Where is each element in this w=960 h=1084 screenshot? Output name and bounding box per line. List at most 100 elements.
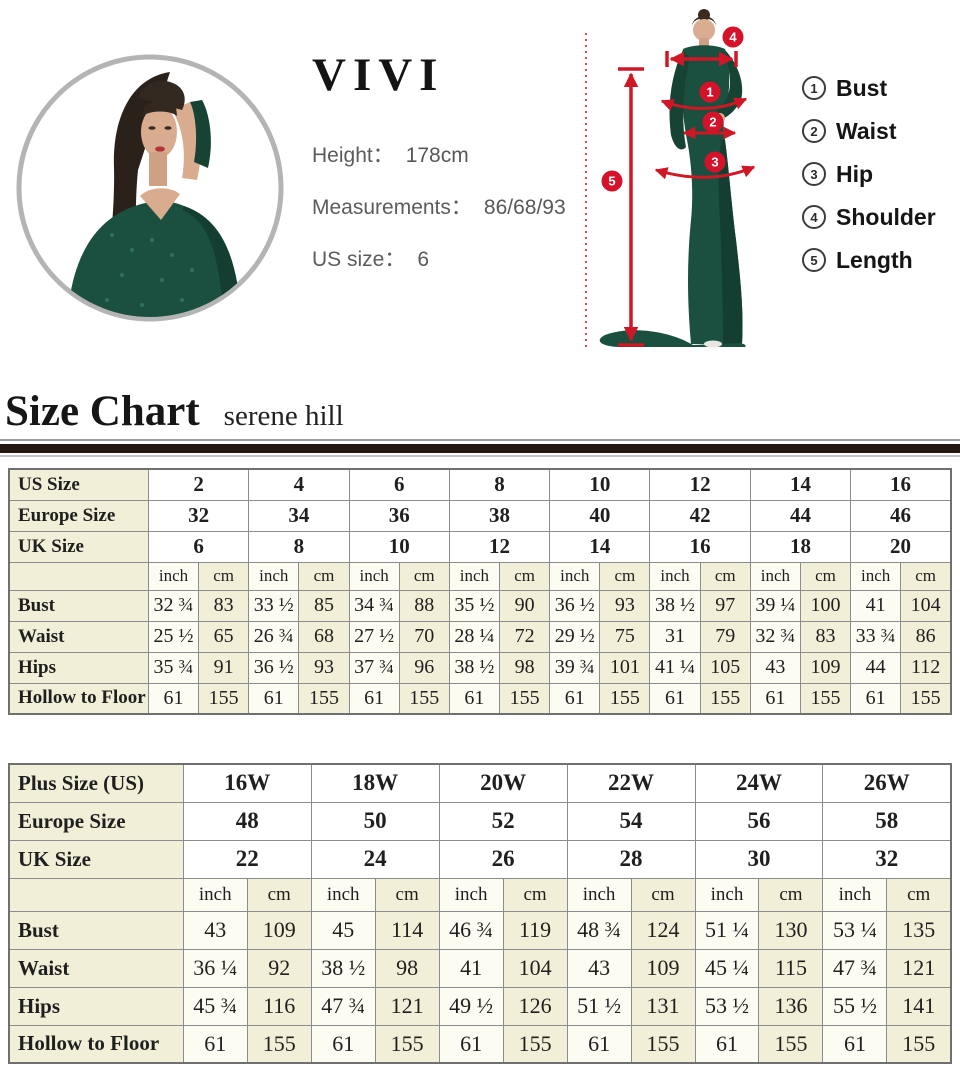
cm-value-cell: 83 — [799, 620, 852, 653]
unit-inch-cell: inch — [147, 561, 200, 591]
inch-value-cell: 49 ½ — [438, 986, 504, 1026]
model-info-section: VIVI Height： 178cm Measurements： 86/68/93 … — [0, 0, 960, 385]
inch-value-cell: 61 — [566, 1024, 632, 1064]
size-value-cell: 18 — [749, 530, 852, 563]
legend-number-circle: 1 — [802, 76, 826, 100]
cm-value-cell: 155 — [374, 1024, 440, 1064]
cm-value-cell: 135 — [886, 910, 952, 950]
inch-value-cell: 61 — [438, 1024, 504, 1064]
divider-line-bottom — [0, 455, 960, 457]
inch-value-cell: 47 ¾ — [310, 986, 376, 1026]
inch-value-cell: 53 ½ — [694, 986, 760, 1026]
cm-value-cell: 65 — [198, 620, 250, 653]
cm-value-cell: 155 — [699, 682, 751, 715]
row-label-cell: US Size — [8, 468, 149, 501]
cm-value-cell: 155 — [758, 1024, 824, 1064]
legend-number-circle: 3 — [802, 162, 826, 186]
inch-value-cell: 39 ¾ — [549, 651, 601, 684]
unit-inch-cell: inch — [649, 561, 701, 591]
size-value-cell: 36 — [348, 499, 450, 532]
size-value-cell: 48 — [182, 801, 312, 841]
waist-badge — [702, 111, 724, 133]
size-value-cell: 20 — [850, 530, 952, 563]
size-value-cell: 14 — [549, 530, 651, 563]
row-label-cell: Waist — [8, 620, 149, 653]
divider-gap — [0, 453, 960, 455]
measurements-row: Measurements： 86/68/93 — [312, 191, 566, 221]
unit-inch-cell: inch — [850, 561, 902, 591]
cm-value-cell: 101 — [599, 651, 651, 684]
inch-value-cell: 48 ¾ — [566, 910, 632, 950]
inch-value-cell: 43 — [182, 910, 248, 950]
model-photo — [12, 50, 288, 326]
cm-value-cell: 100 — [799, 589, 852, 622]
cm-value-cell: 86 — [900, 620, 952, 653]
inch-value-cell: 29 ½ — [549, 620, 601, 653]
cm-value-cell: 130 — [758, 910, 824, 950]
unit-cm-cell: cm — [599, 561, 651, 591]
table-row: Hollow to Floor 61 155 61 155 61 155 61 155 61 155… — [8, 682, 952, 715]
cm-value-cell: 126 — [502, 986, 568, 1026]
legend-number-circle: 5 — [802, 248, 826, 272]
unit-inch-cell: inch — [310, 877, 376, 912]
size-value-cell: 32 — [147, 499, 250, 532]
cm-value-cell: 70 — [398, 620, 450, 653]
size-chart-heading: Size Chart serene hill — [0, 390, 960, 433]
inch-value-cell: 36 ½ — [549, 589, 601, 622]
size-value-cell: 50 — [310, 801, 440, 841]
size-value-cell: 18W — [310, 763, 440, 803]
cm-value-cell: 121 — [886, 948, 952, 988]
size-value-cell: 16W — [182, 763, 312, 803]
size-value-cell: 22 — [182, 839, 312, 879]
us-size-label: US size： — [312, 248, 406, 271]
measurements-label: Measurements： — [312, 196, 472, 219]
inch-value-cell: 61 — [749, 682, 801, 715]
height-row: Height： 178cm — [312, 139, 562, 169]
plus-size-table: Plus Size (US) 16W 18W 20W 22W 24W 26W Europe S… — [8, 763, 952, 1064]
cm-value-cell: 155 — [502, 1024, 568, 1064]
inch-value-cell: 33 ½ — [248, 589, 300, 622]
size-value-cell: 8 — [248, 530, 350, 563]
inch-value-cell: 36 ½ — [248, 651, 300, 684]
cm-value-cell: 79 — [699, 620, 751, 653]
row-label-cell: UK Size — [8, 839, 184, 879]
inch-value-cell: 26 ¾ — [248, 620, 300, 653]
size-value-cell: 14 — [749, 468, 852, 501]
divider-bar-dark — [0, 444, 960, 453]
size-value-cell: 34 — [248, 499, 350, 532]
cm-value-cell: 155 — [398, 682, 450, 715]
row-label-cell: Bust — [8, 910, 184, 950]
cm-value-cell: 155 — [298, 682, 350, 715]
inch-value-cell: 32 ¾ — [749, 620, 801, 653]
cm-value-cell: 98 — [498, 651, 551, 684]
inch-value-cell: 46 ¾ — [438, 910, 504, 950]
legend-item-length: 5 Length — [802, 246, 958, 273]
size-value-cell: 44 — [749, 499, 852, 532]
size-value-cell: 56 — [694, 801, 824, 841]
measurement-diagram: 1 2 3 4 5 — [563, 0, 803, 380]
inch-value-cell: 28 ¼ — [448, 620, 501, 653]
inch-value-cell: 25 ½ — [147, 620, 200, 653]
measurement-annotations — [585, 33, 756, 350]
size-chart-title: Size Chart — [5, 388, 200, 435]
row-label-cell: Plus Size (US) — [8, 763, 184, 803]
legend-item-waist: 2 Waist — [802, 118, 958, 144]
row-label-cell: Hollow to Floor — [8, 682, 149, 715]
legend-label: Hip — [836, 160, 874, 187]
legend-number-circle: 2 — [802, 119, 826, 143]
measurement-badges: 1 2 3 4 5 — [601, 26, 744, 192]
legend-label: Length — [836, 246, 913, 273]
inch-value-cell: 31 — [649, 620, 701, 653]
cm-value-cell: 75 — [599, 620, 651, 653]
cm-value-cell: 104 — [502, 948, 568, 988]
inch-value-cell: 38 ½ — [649, 589, 701, 622]
inch-value-cell: 35 ¾ — [147, 651, 200, 684]
table-row: Hollow to Floor 61 155 61 155 61 155 61 155 61 155… — [8, 1024, 952, 1064]
size-value-cell: 52 — [438, 801, 568, 841]
row-label-cell: Hollow to Floor — [8, 1024, 184, 1064]
row-label-cell: Europe Size — [8, 499, 149, 532]
standard-size-table: US Size 2 4 6 8 10 12 14 16 Europe Size 32 34 36 38 40… — [8, 468, 952, 715]
waist-badge-number: 2 — [709, 115, 716, 130]
